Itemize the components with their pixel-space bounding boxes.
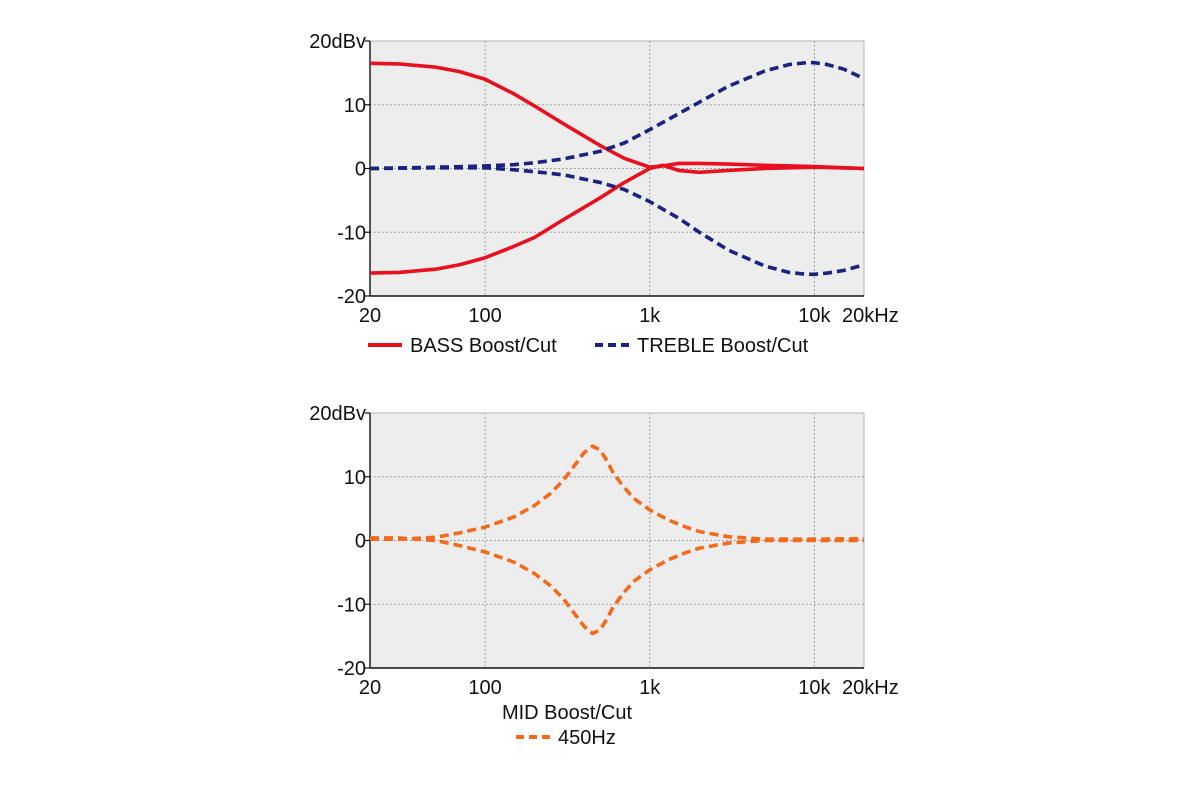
y-tick-label: -20 [337,658,366,680]
y-tick-label: 0 [355,531,366,553]
series-line-2 [369,163,865,275]
x-tick-label: 20 [359,677,381,699]
legend-label: 450Hz [558,727,616,749]
series-line-2 [370,536,864,636]
y-tick-label: -10 [337,222,366,244]
series-line-1 [370,444,865,542]
y-tick-label: 10 [344,95,366,117]
y-tick-label: 20dBv [309,403,366,425]
x-axis-title: MID Boost/Cut [502,702,632,724]
series-line-4 [369,166,865,277]
x-tick-label: 20kHz [842,305,899,327]
x-tick-label: 1k [639,677,661,699]
legend-label: TREBLE Boost/Cut [637,335,809,357]
x-tick-label: 1k [639,305,661,327]
series-line-1 [369,61,865,171]
x-tick-label: 100 [468,305,501,327]
y-tick-label: -20 [337,286,366,308]
y-tick-label: 10 [344,467,366,489]
y-tick-label: -10 [337,594,366,616]
legend-label: BASS Boost/Cut [410,335,557,357]
x-tick-label: 100 [468,677,501,699]
x-tick-label: 10k [798,677,831,699]
x-tick-label: 20kHz [842,677,899,699]
y-tick-label: 20dBv [309,31,366,53]
x-tick-label: 20 [359,305,381,327]
y-tick-label: 0 [355,159,366,181]
series-line-3 [369,60,865,171]
x-tick-label: 10k [798,305,831,327]
